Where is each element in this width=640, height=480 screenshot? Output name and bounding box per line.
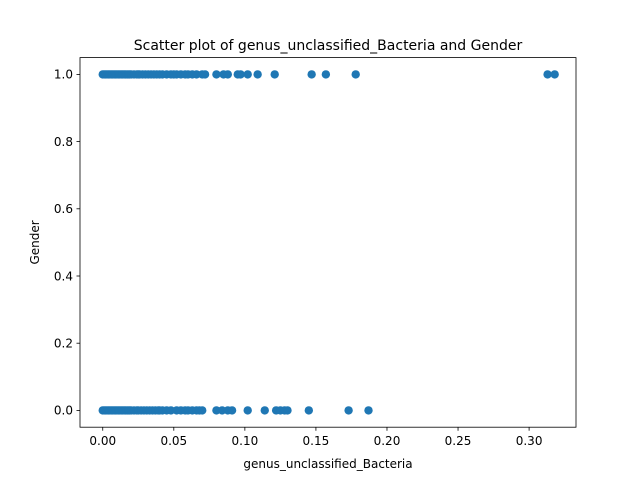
scatter-point <box>243 70 252 79</box>
scatter-point <box>198 406 207 415</box>
scatter-point <box>223 70 233 79</box>
x-axis-ticks: 0.00 0.05 0.10 0.15 0.20 0.25 0.30 <box>89 427 542 448</box>
y-tick-label: 0.0 <box>54 404 73 418</box>
y-tick-label: 0.2 <box>54 337 73 351</box>
x-tick-label: 0.25 <box>445 434 472 448</box>
y-tick-label: 0.8 <box>54 135 73 149</box>
y-tick-label: 1.0 <box>54 68 73 82</box>
scatter-point <box>200 70 210 79</box>
x-tick-label: 0.20 <box>374 434 401 448</box>
scatter-point <box>364 406 373 415</box>
scatter-point <box>260 406 269 415</box>
y-tick-label: 0.4 <box>54 269 73 283</box>
scatter-point <box>283 406 292 415</box>
scatter-point <box>543 70 552 79</box>
x-tick-label: 0.10 <box>232 434 259 448</box>
scatter-point <box>270 70 279 79</box>
y-tick-label: 0.6 <box>54 202 73 216</box>
scatter-point <box>243 406 252 415</box>
y-axis-ticks: 0.0 0.2 0.4 0.6 0.8 1.0 <box>54 68 80 418</box>
x-tick-label: 0.30 <box>516 434 543 448</box>
scatter-point <box>236 70 245 79</box>
x-tick-label: 0.00 <box>89 434 116 448</box>
scatter-point <box>344 406 353 415</box>
data-points <box>98 70 559 415</box>
x-tick-label: 0.05 <box>160 434 187 448</box>
chart-title: Scatter plot of genus_unclassified_Bacte… <box>134 38 523 54</box>
scatter-point <box>253 70 262 79</box>
scatter-point <box>351 70 360 79</box>
scatter-point <box>550 70 559 79</box>
scatter-point <box>304 406 314 415</box>
x-tick-label: 0.15 <box>303 434 330 448</box>
scatter-point <box>227 406 237 415</box>
y-axis-label: Gender <box>28 220 42 264</box>
plot-frame <box>79 57 577 428</box>
x-axis-label: genus_unclassified_Bacteria <box>243 457 412 471</box>
scatter-point <box>212 70 221 79</box>
scatter-point <box>307 70 316 79</box>
scatter-point <box>321 70 331 79</box>
